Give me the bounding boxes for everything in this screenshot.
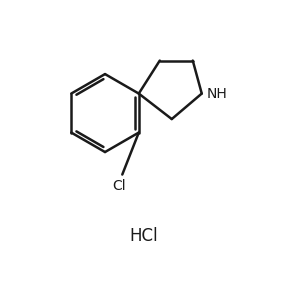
Text: NH: NH [206,87,227,101]
Text: Cl: Cl [112,179,126,193]
Text: HCl: HCl [130,227,158,245]
